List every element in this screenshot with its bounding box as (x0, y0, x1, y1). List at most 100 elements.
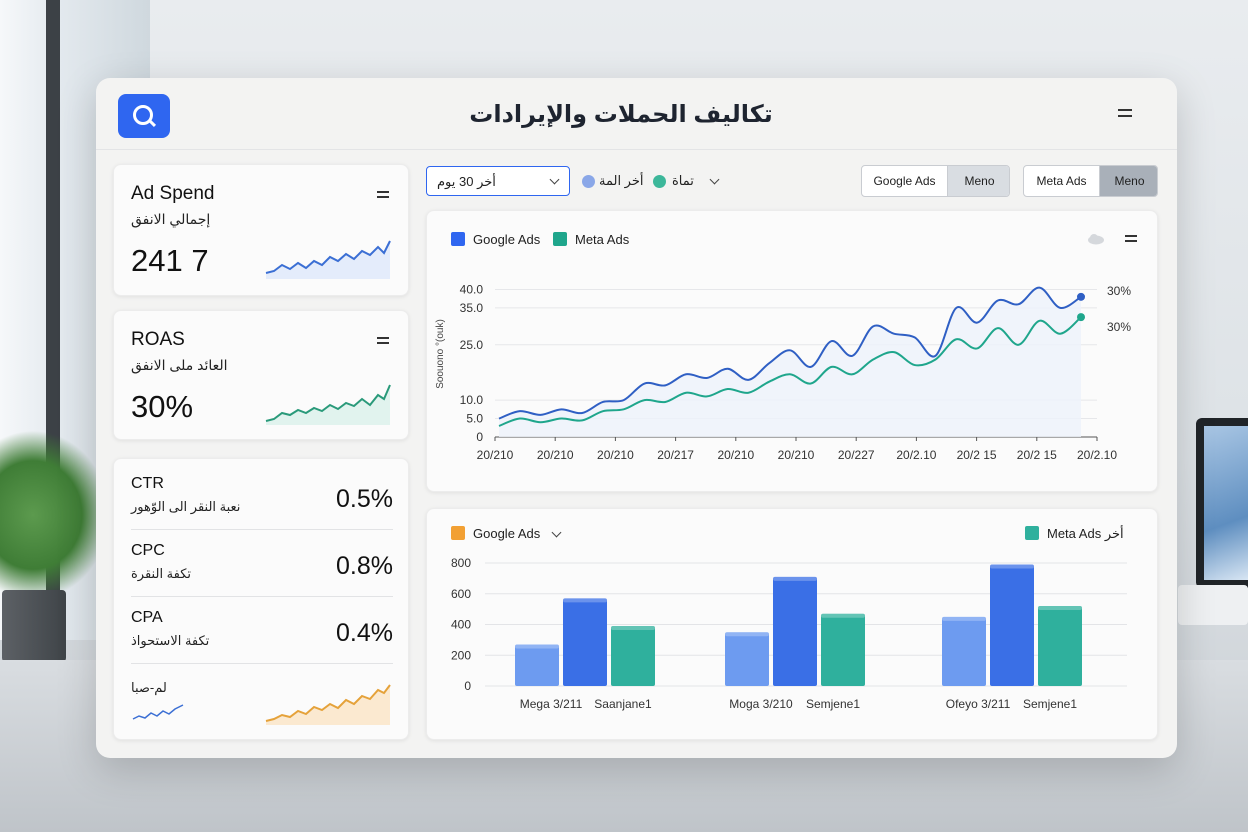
legend-label-suffix: أخر (1104, 526, 1124, 541)
x-tick-label: 20/210 (537, 448, 574, 462)
metrics-card: CTR نعبة النقر الى الوّهور 0.5% CPC تكفة… (113, 458, 409, 740)
menu-icon[interactable] (1125, 235, 1137, 243)
y-tick-label: 0 (476, 430, 483, 444)
sparkline-roas (265, 384, 391, 425)
filter-label-1[interactable]: أخر المة (599, 173, 644, 188)
legend-swatch (1025, 526, 1039, 540)
toggle-option-meta-ads[interactable]: Meta Ads (1036, 174, 1087, 188)
chevron-down-icon[interactable] (709, 174, 720, 185)
bar-highlight (563, 598, 607, 603)
kpi-subtitle: إجمالي الانفق (131, 211, 211, 227)
x-tick-label: 20/2 15 (1017, 448, 1057, 462)
y-tick-label: 400 (451, 618, 471, 632)
bar-highlight (821, 613, 865, 618)
x-tick-label: 20/210 (477, 448, 514, 462)
metric-name: CPC (131, 542, 165, 559)
toggle-option-google-ads[interactable]: Google Ads (873, 174, 936, 188)
bar-highlight (725, 632, 769, 637)
kpi-card-roas: ROAS العائد ملى الانفق 30% (113, 310, 409, 440)
bar-highlight (611, 626, 655, 631)
y-tick-label: 35.0 (460, 301, 484, 315)
metric-subtitle: تكفة الاستحواذ (131, 633, 210, 648)
bar (821, 613, 865, 686)
x-tick-label: Saanjane1 (594, 697, 652, 711)
bar-highlight (515, 644, 559, 649)
metric-row-ctr: CTR نعبة النقر الى الوّهور 0.5% (131, 459, 393, 525)
x-tick-label: 20/2 15 (957, 448, 997, 462)
metric-name: CPA (131, 609, 163, 626)
y-axis-label: Soouono °(ouk) (435, 319, 446, 389)
y-tick-label: 40.0 (460, 282, 484, 296)
meta-ads-toggle[interactable]: Meta Ads Meno (1023, 165, 1158, 197)
legend-swatch (553, 232, 567, 246)
google-ads-toggle[interactable]: Google Ads Meno (861, 165, 1010, 197)
legend-label: Google Ads (473, 232, 541, 247)
legend-label: Meta Ads أخر (1047, 526, 1124, 542)
legend-label-text: Meta Ads (1047, 526, 1102, 541)
filter-label-2[interactable]: تماة (672, 173, 694, 188)
bar (611, 626, 655, 686)
x-tick-label: 20/210 (597, 448, 634, 462)
page-title: تكاليف الحملات والإيرادات (469, 101, 773, 128)
bar-highlight (773, 576, 817, 581)
toggle-option-meno[interactable]: Meno (1099, 166, 1157, 196)
date-range-value: أخر 30 يوم (437, 174, 496, 189)
y-tick-label: 0 (464, 679, 471, 693)
sparkline-orange (265, 684, 391, 725)
area-fill (499, 287, 1081, 437)
x-tick-label: 20/210 (717, 448, 754, 462)
metric-name: CTR (131, 475, 164, 492)
divider (131, 529, 393, 530)
filter-dot-2[interactable] (653, 175, 666, 188)
sparkline-ad-spend (265, 240, 391, 279)
x-tick-label: 20/2.10 (1077, 448, 1117, 462)
background-keyboard (1178, 585, 1248, 625)
y-tick-label: 10.0 (460, 393, 484, 407)
menu-icon[interactable] (377, 191, 389, 199)
bar-chart: 0 200 400 600 800 Mega 3/211 Saanjane1 Moga 3/2… (451, 556, 1127, 711)
x-tick-label: Mega 3/211 (520, 697, 583, 711)
kpi-title: ROAS (131, 329, 185, 350)
x-tick-label: Moga 3/210 (729, 697, 793, 711)
x-tick-label: 20/210 (778, 448, 815, 462)
end-label: 30% (1107, 284, 1131, 298)
menu-icon[interactable] (377, 337, 389, 345)
background-monitor (1196, 418, 1248, 588)
search-icon[interactable] (118, 94, 170, 138)
filter-dot-1[interactable] (582, 175, 595, 188)
bar (773, 576, 817, 686)
menu-icon[interactable] (1118, 109, 1132, 119)
metric-row-cpa: CPA تكفة الاستحواذ 0.4% (131, 593, 393, 659)
end-label: 30% (1107, 320, 1131, 334)
divider (131, 596, 393, 597)
kpi-subtitle: العائد ملى الانفق (131, 357, 228, 373)
bar (563, 598, 607, 686)
bar (725, 632, 769, 686)
chevron-down-icon (549, 174, 560, 185)
bar-highlight (942, 616, 986, 621)
kpi-value: 30% (131, 389, 194, 424)
top-bar: تكاليف الحملات والإيرادات (96, 78, 1177, 150)
mini-sparkline-blue (132, 704, 184, 720)
cloud-icon[interactable] (1087, 233, 1105, 245)
y-tick-label: 25.0 (460, 338, 484, 352)
dashboard-window: تكاليف الحملات والإيرادات Ad Spend إجمال… (96, 78, 1177, 758)
background-pot (2, 590, 66, 662)
date-range-select[interactable]: أخر 30 يوم (426, 166, 570, 196)
bar (990, 564, 1034, 686)
x-tick-label: Semjene1 (806, 697, 860, 711)
toggle-option-meno[interactable]: Meno (947, 166, 1009, 196)
series-end-point (1077, 313, 1085, 322)
line-chart: 0 5.0 10.0 25.0 35.0 40.0 Soouono °(ouk) 20/210… (435, 282, 1131, 462)
mini-chart-label: لم-صبا (131, 680, 167, 695)
metric-value: 0.8% (336, 552, 393, 580)
metric-subtitle: نعبة النقر الى الوّهور (131, 499, 241, 514)
legend-swatch (451, 526, 465, 540)
y-tick-label: 5.0 (466, 412, 483, 426)
x-tick-label: Semjene1 (1023, 697, 1077, 711)
series-line-google-ads (498, 286, 1082, 420)
kpi-card-ad-spend: Ad Spend إجمالي الانفق 241 7 (113, 164, 409, 296)
kpi-value: 241 7 (131, 243, 209, 278)
legend-label: Meta Ads (575, 232, 630, 247)
metric-row-cpc: CPC تكفة النقرة 0.8% (131, 526, 393, 592)
